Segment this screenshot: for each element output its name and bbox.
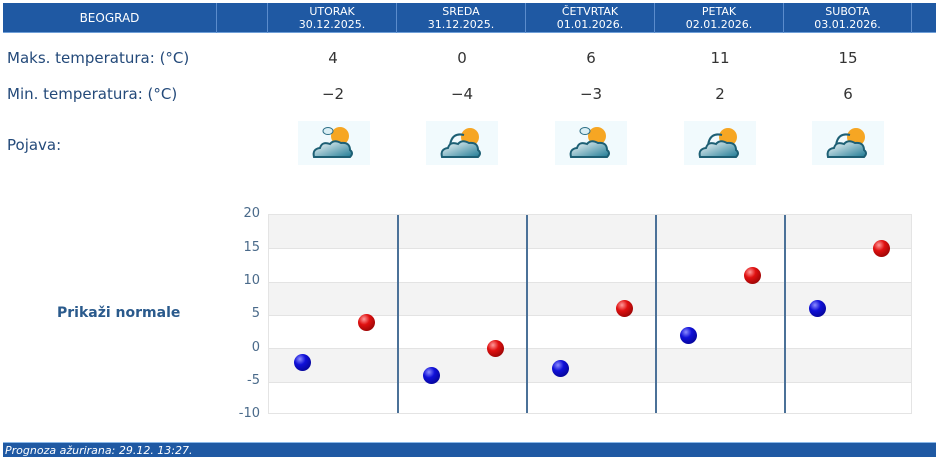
max-temp-value: 15	[838, 49, 858, 67]
forecast-updated: Prognoza ažurirana: 29.12. 13:27.	[3, 442, 936, 457]
min-temp-value: −4	[450, 85, 474, 103]
min-temp-point	[551, 360, 569, 378]
day-name: ČETVRTAK	[561, 5, 619, 18]
grid-line	[269, 315, 911, 316]
header-spacer	[217, 3, 268, 33]
min-temp-point	[680, 327, 698, 344]
phenomenon-label: Pojava:	[7, 136, 62, 154]
grid-band	[269, 215, 911, 249]
max-temp-value: 6	[586, 49, 596, 67]
max-temp-value: 4	[328, 49, 338, 67]
day-header: PETAK 02.01.2026.	[655, 3, 784, 33]
max-temp-label: Maks. temperatura: (°C)	[7, 49, 190, 67]
min-temp-value: 6	[843, 85, 853, 103]
grid-line	[269, 281, 911, 283]
day-name: PETAK	[701, 5, 737, 18]
max-temp-value: 0	[457, 49, 467, 67]
day-name: UTORAK	[309, 5, 355, 18]
partly-cloudy-icon	[555, 121, 627, 165]
grid-band	[269, 281, 911, 316]
forecast-header: BEOGRAD UTORAK 30.12.2025. SREDA 31.12.2…	[3, 3, 936, 33]
day-header: SREDA 31.12.2025.	[397, 3, 526, 33]
grid-line	[269, 348, 911, 350]
min-temp-value: −3	[579, 85, 603, 103]
day-name: SREDA	[442, 5, 480, 18]
day-date: 31.12.2025.	[427, 18, 495, 31]
max-temp-point	[358, 313, 375, 331]
max-temp-point	[486, 340, 504, 358]
day-header: UTORAK 30.12.2025.	[268, 3, 397, 33]
min-temp-value: 2	[715, 85, 725, 103]
day-header: SUBOTA 03.01.2026.	[784, 3, 912, 33]
min-temp-point	[294, 353, 311, 371]
max-temp-value: 11	[710, 49, 730, 67]
grid-line	[269, 248, 911, 250]
day-date: 01.01.2026.	[556, 18, 624, 31]
y-tick: -10	[238, 406, 260, 421]
day-separator	[655, 215, 657, 413]
day-header: ČETVRTAK 01.01.2026.	[526, 3, 655, 33]
temperature-chart	[268, 214, 912, 414]
max-temp-point	[744, 267, 762, 284]
day-separator	[397, 215, 399, 413]
min-temp-label: Min. temperatura: (°C)	[7, 85, 178, 103]
day-separator	[784, 215, 786, 413]
y-tick: 5	[251, 306, 260, 321]
day-name: SUBOTA	[825, 5, 870, 18]
y-tick: 10	[243, 273, 260, 288]
y-tick: 0	[251, 340, 260, 355]
y-tick: -5	[247, 373, 260, 388]
day-date: 30.12.2025.	[298, 18, 366, 31]
y-tick: 20	[243, 206, 260, 221]
cloudy-sun-icon	[426, 121, 498, 165]
min-temp-point	[809, 300, 827, 318]
day-date: 02.01.2026.	[685, 18, 753, 31]
show-normals-link[interactable]: Prikaži normale	[57, 305, 181, 321]
grid-band	[269, 348, 911, 382]
day-date: 03.01.2026.	[814, 18, 881, 31]
partly-cloudy-icon	[298, 121, 370, 165]
cloudy-sun-icon	[812, 121, 884, 165]
min-temp-point	[422, 367, 440, 384]
city-name: BEOGRAD	[3, 3, 217, 33]
day-separator	[526, 215, 528, 413]
cloudy-sun-icon	[684, 121, 756, 165]
min-temp-value: −2	[321, 85, 345, 103]
max-temp-point	[873, 240, 891, 258]
max-temp-point	[615, 300, 633, 318]
y-tick: 15	[243, 240, 260, 255]
grid-line	[269, 381, 911, 383]
